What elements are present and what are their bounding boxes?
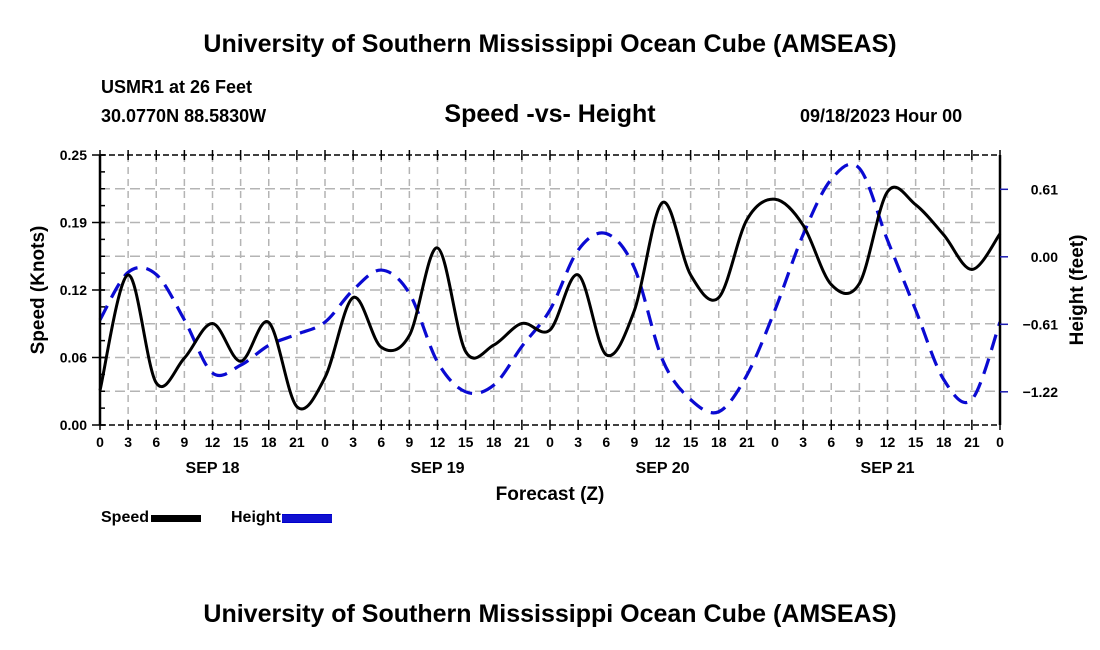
x-tick-label: 15 [233,434,249,450]
datetime-label: 09/18/2023 Hour 00 [800,106,963,126]
legend-item-height: Height [231,509,332,527]
x-tick-label: 21 [514,434,530,450]
x-tick-label: 0 [996,434,1004,450]
x-tick-label: 3 [124,434,132,450]
x-tick-label: 12 [430,434,446,450]
grid [100,155,1000,425]
x-tick-label: 6 [152,434,160,450]
chart-title: Speed -vs- Height [444,100,656,128]
date-label: SEP 19 [411,460,465,477]
date-label: SEP 20 [636,460,690,477]
date-label: SEP 21 [861,460,915,477]
legend-height-swatch [281,513,332,523]
x-tick-label: 3 [574,434,582,450]
x-tick-label: 18 [711,434,727,450]
y2-tick-label: 0.61 [1031,181,1058,197]
x-tick-label: 3 [799,434,807,450]
main-title: University of Southern Mississippi Ocean… [203,30,897,58]
x-tick-label: 21 [739,434,755,450]
axes [92,150,1008,430]
x-tick-label: 15 [458,434,474,450]
y2-axis-title: Height (feet) [1067,235,1088,346]
y-tick-label: 0.19 [60,215,87,231]
legend-speed-swatch [151,514,202,522]
x-tick-label: 18 [486,434,502,450]
station-label: USMR1 at 26 Feet [101,77,253,97]
x-tick-label: 15 [683,434,699,450]
x-tick-label: 9 [855,434,863,450]
x-tick-label: 0 [546,434,554,450]
x-tick-label: 0 [321,434,329,450]
y-tick-label: 0.00 [60,417,87,433]
x-tick-label: 12 [880,434,896,450]
bottom-title: University of Southern Mississippi Ocean… [203,600,897,628]
y2-tick-label: 0.00 [1031,249,1058,265]
x-tick-label: 9 [180,434,188,450]
legend-speed-label: Speed [101,509,150,526]
x-tick-label: 21 [964,434,980,450]
series-line-height [98,162,1002,415]
tick-labels: 0 3 6 9 12 15 18 21 0 3 6 9 12 15 18 21 0 3 6 9 12 15 18 21 0 3 6 9… [60,147,1058,477]
y-tick-label: 0.25 [60,147,87,163]
x-tick-label: 0 [96,434,104,450]
x-axis-title: Forecast (Z) [496,484,605,505]
x-tick-label: 9 [405,434,413,450]
date-label: SEP 18 [186,460,240,477]
x-tick-label: 18 [261,434,277,450]
y2-tick-label: −1.22 [1023,384,1059,400]
x-tick-label: 6 [377,434,385,450]
series-line-speed [98,185,1002,411]
x-tick-label: 12 [205,434,221,450]
legend-item-speed: Speed [101,509,202,527]
x-tick-label: 6 [602,434,610,450]
y-axis-title: Speed (Knots) [28,226,49,355]
x-tick-label: 12 [655,434,671,450]
y-tick-label: 0.06 [60,350,87,366]
series-group [98,162,1002,415]
x-tick-label: 6 [827,434,835,450]
x-tick-label: 9 [630,434,638,450]
y-tick-label: 0.12 [60,282,87,298]
coordinates-label: 30.0770N 88.5830W [101,106,267,126]
x-tick-label: 18 [936,434,952,450]
x-tick-label: 15 [908,434,924,450]
y2-tick-label: −0.61 [1023,316,1059,332]
x-tick-label: 0 [771,434,779,450]
legend-height-label: Height [231,509,281,526]
x-tick-label: 3 [349,434,357,450]
x-tick-label: 21 [289,434,305,450]
